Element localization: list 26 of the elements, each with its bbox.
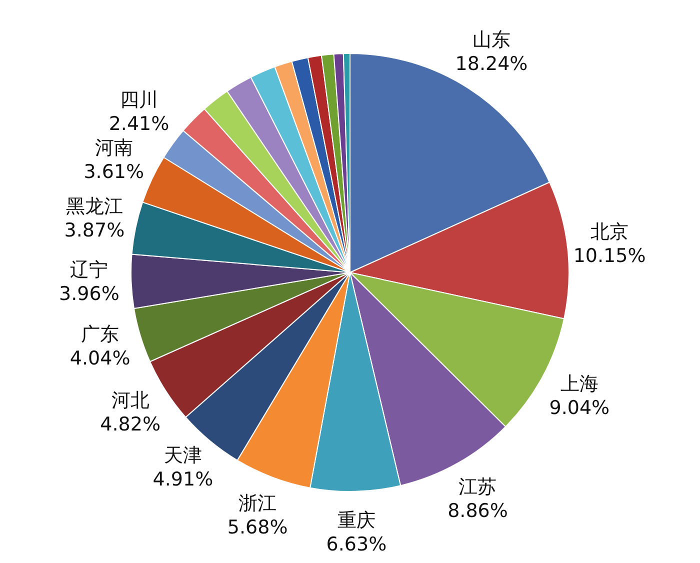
data-label: 9.04% — [549, 396, 610, 419]
slice-label: 广东 — [81, 324, 120, 346]
data-label: 4.91% — [152, 468, 214, 491]
slice-label: 河南 — [94, 137, 133, 160]
data-label: 6.63% — [326, 533, 387, 556]
slice-label: 山东 — [472, 29, 511, 52]
data-label: 4.82% — [100, 413, 161, 436]
data-label: 10.15% — [573, 244, 646, 267]
slice-label: 辽宁 — [70, 259, 108, 282]
slice-label: 天津 — [164, 444, 202, 467]
slice-label: 上海 — [560, 372, 598, 395]
slice-label: 河北 — [111, 389, 150, 412]
data-label: 5.68% — [227, 516, 288, 539]
data-label: 3.96% — [59, 283, 120, 306]
slice-label: 北京 — [590, 220, 629, 243]
data-label: 18.24% — [455, 53, 528, 76]
data-label: 4.04% — [70, 348, 130, 370]
slice-label: 黑龙江 — [66, 195, 123, 218]
slice-label: 重庆 — [337, 509, 376, 532]
slice-label: 四川 — [120, 89, 158, 112]
data-label: 3.61% — [84, 161, 144, 184]
slice-label: 浙江 — [238, 492, 277, 515]
data-label: 8.86% — [448, 500, 508, 522]
data-label: 2.41% — [108, 113, 170, 136]
data-label: 3.87% — [64, 219, 125, 242]
slice-label: 江苏 — [458, 476, 497, 498]
